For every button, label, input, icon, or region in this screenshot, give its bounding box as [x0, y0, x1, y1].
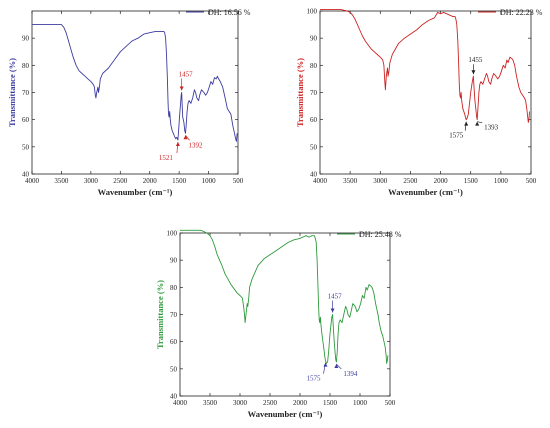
- x-tick-label: 2000: [143, 177, 158, 185]
- series-line-1: [320, 9, 530, 123]
- annotation-arrowhead: [464, 121, 469, 126]
- x-axis-label: Wavenumber (cm⁻¹): [248, 409, 323, 419]
- annotation-arrowhead: [323, 362, 328, 367]
- y-tick-label: 90: [22, 35, 30, 43]
- x-tick-label: 500: [385, 399, 396, 407]
- y-axis-label: Transmittance (%): [7, 58, 17, 127]
- chart-panel-1: 4000 3500 3000 2500 2000 1500 1000 500 40 50 60 70 8…: [7, 8, 251, 197]
- y-tick-label: 90: [170, 257, 178, 265]
- y-tick-label: 70: [170, 311, 178, 319]
- y-tick-label: 60: [170, 338, 178, 346]
- x-tick-label: 1500: [323, 399, 338, 407]
- y-axis-label: Transmittance (%): [155, 280, 165, 349]
- y-tick-label: 40: [310, 171, 318, 179]
- annotation-arrowhead: [179, 86, 184, 91]
- x-axis-label: Wavenumber (cm⁻¹): [98, 187, 173, 197]
- y-tick-label: 50: [22, 143, 30, 151]
- plot-frame: [179, 232, 391, 397]
- annotation-arrowhead: [471, 70, 476, 75]
- x-tick-label: 2000: [434, 177, 449, 185]
- legend-label: DH: 16.56 %: [208, 8, 251, 17]
- annotation-label: 1393: [484, 124, 499, 132]
- x-tick-label: 3500: [343, 177, 358, 185]
- y-tick-label: 100: [167, 230, 178, 238]
- annotation-label: 1457: [328, 293, 343, 301]
- x-tick-label: 3500: [203, 399, 218, 407]
- x-tick-label: 500: [233, 177, 244, 185]
- y-tick-label: 70: [310, 89, 318, 97]
- y-tick-label: 60: [310, 116, 318, 124]
- annotation-arrow: [185, 135, 190, 141]
- x-tick-label: 3000: [373, 177, 388, 185]
- y-tick-label: 50: [310, 143, 318, 151]
- x-tick-label: 4000: [25, 177, 40, 185]
- annotation-arrowhead: [330, 308, 335, 313]
- y-tick-label: 80: [22, 62, 30, 70]
- x-tick-label: 3000: [233, 399, 248, 407]
- x-tick-label: 2500: [403, 177, 418, 185]
- x-tick-label: 1500: [172, 177, 187, 185]
- annotation-label: 1455: [468, 56, 483, 64]
- y-axis-label: Transmittance (%): [295, 58, 305, 127]
- x-tick-label: 1000: [494, 177, 509, 185]
- x-tick-label: 500: [526, 177, 537, 185]
- y-tick-label: 80: [170, 284, 178, 292]
- legend-label: DH: 22.23 %: [500, 8, 543, 17]
- x-tick-label: 2000: [293, 399, 308, 407]
- annotation-arrowhead: [334, 364, 339, 369]
- annotation-label: 1575: [449, 132, 464, 140]
- x-axis-label: Wavenumber (cm⁻¹): [388, 187, 463, 197]
- plot-frame: [319, 10, 532, 175]
- y-tick-label: 40: [170, 393, 178, 401]
- y-tick-label: 40: [22, 171, 30, 179]
- annotation-arrow: [477, 121, 483, 124]
- x-tick-label: 1000: [353, 399, 368, 407]
- series-line-1: [32, 24, 238, 142]
- annotation-label: 1394: [343, 370, 358, 378]
- annotation-label: 1457: [179, 71, 194, 79]
- y-tick-label: 50: [170, 365, 178, 373]
- x-tick-label: 3000: [84, 177, 99, 185]
- annotation-arrowhead: [175, 142, 180, 147]
- y-tick-label: 60: [22, 116, 30, 124]
- series-line-1: [180, 229, 389, 364]
- legend-label: DH: 25.48 %: [359, 230, 402, 239]
- y-tick-label: 100: [307, 8, 318, 16]
- x-tick-label: 3500: [54, 177, 69, 185]
- y-tick-label: 80: [310, 62, 318, 70]
- x-tick-label: 2500: [113, 177, 128, 185]
- x-tick-label: 1000: [202, 177, 217, 185]
- annotation-label: 1575: [307, 375, 322, 383]
- chart-panel-3: 4000 3500 3000 2500 2000 1500 1000 500 40 50 60 70 8…: [155, 230, 402, 420]
- chart-panel-2: 4000 3500 3000 2500 2000 1500 1000 500 40 50 60 70 8…: [295, 8, 543, 198]
- annotation-arrow: [336, 363, 342, 370]
- x-tick-label: 4000: [313, 177, 328, 185]
- x-tick-label: 1500: [464, 177, 479, 185]
- y-tick-label: 90: [310, 35, 318, 43]
- x-tick-label: 2500: [263, 399, 278, 407]
- annotation-label: 1521: [159, 154, 174, 162]
- annotation-arrowhead: [183, 135, 188, 140]
- y-tick-label: 70: [22, 89, 30, 97]
- annotation-arrowhead: [475, 121, 480, 126]
- x-tick-label: 4000: [173, 399, 188, 407]
- annotation-label: 1392: [188, 141, 203, 149]
